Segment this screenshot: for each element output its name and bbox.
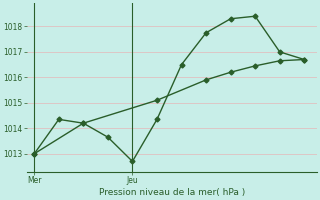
X-axis label: Pression niveau de la mer( hPa ): Pression niveau de la mer( hPa )	[99, 188, 245, 197]
